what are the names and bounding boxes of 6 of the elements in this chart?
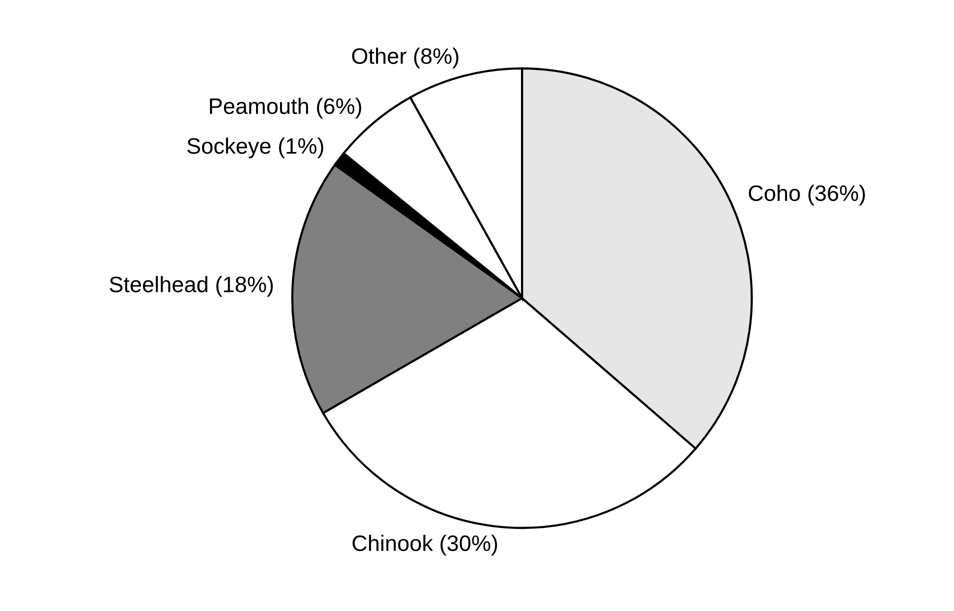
slice-label: Peamouth (6%) — [210, 98, 362, 118]
slice-label: Steelhead (18%) — [110, 276, 273, 297]
slice-label: Other (8%) — [352, 48, 458, 68]
slice-label: Coho (36%) — [748, 184, 865, 206]
slice-label: Sockeye (1%) — [187, 138, 324, 158]
slice-label: Chinook (30%) — [352, 534, 498, 556]
